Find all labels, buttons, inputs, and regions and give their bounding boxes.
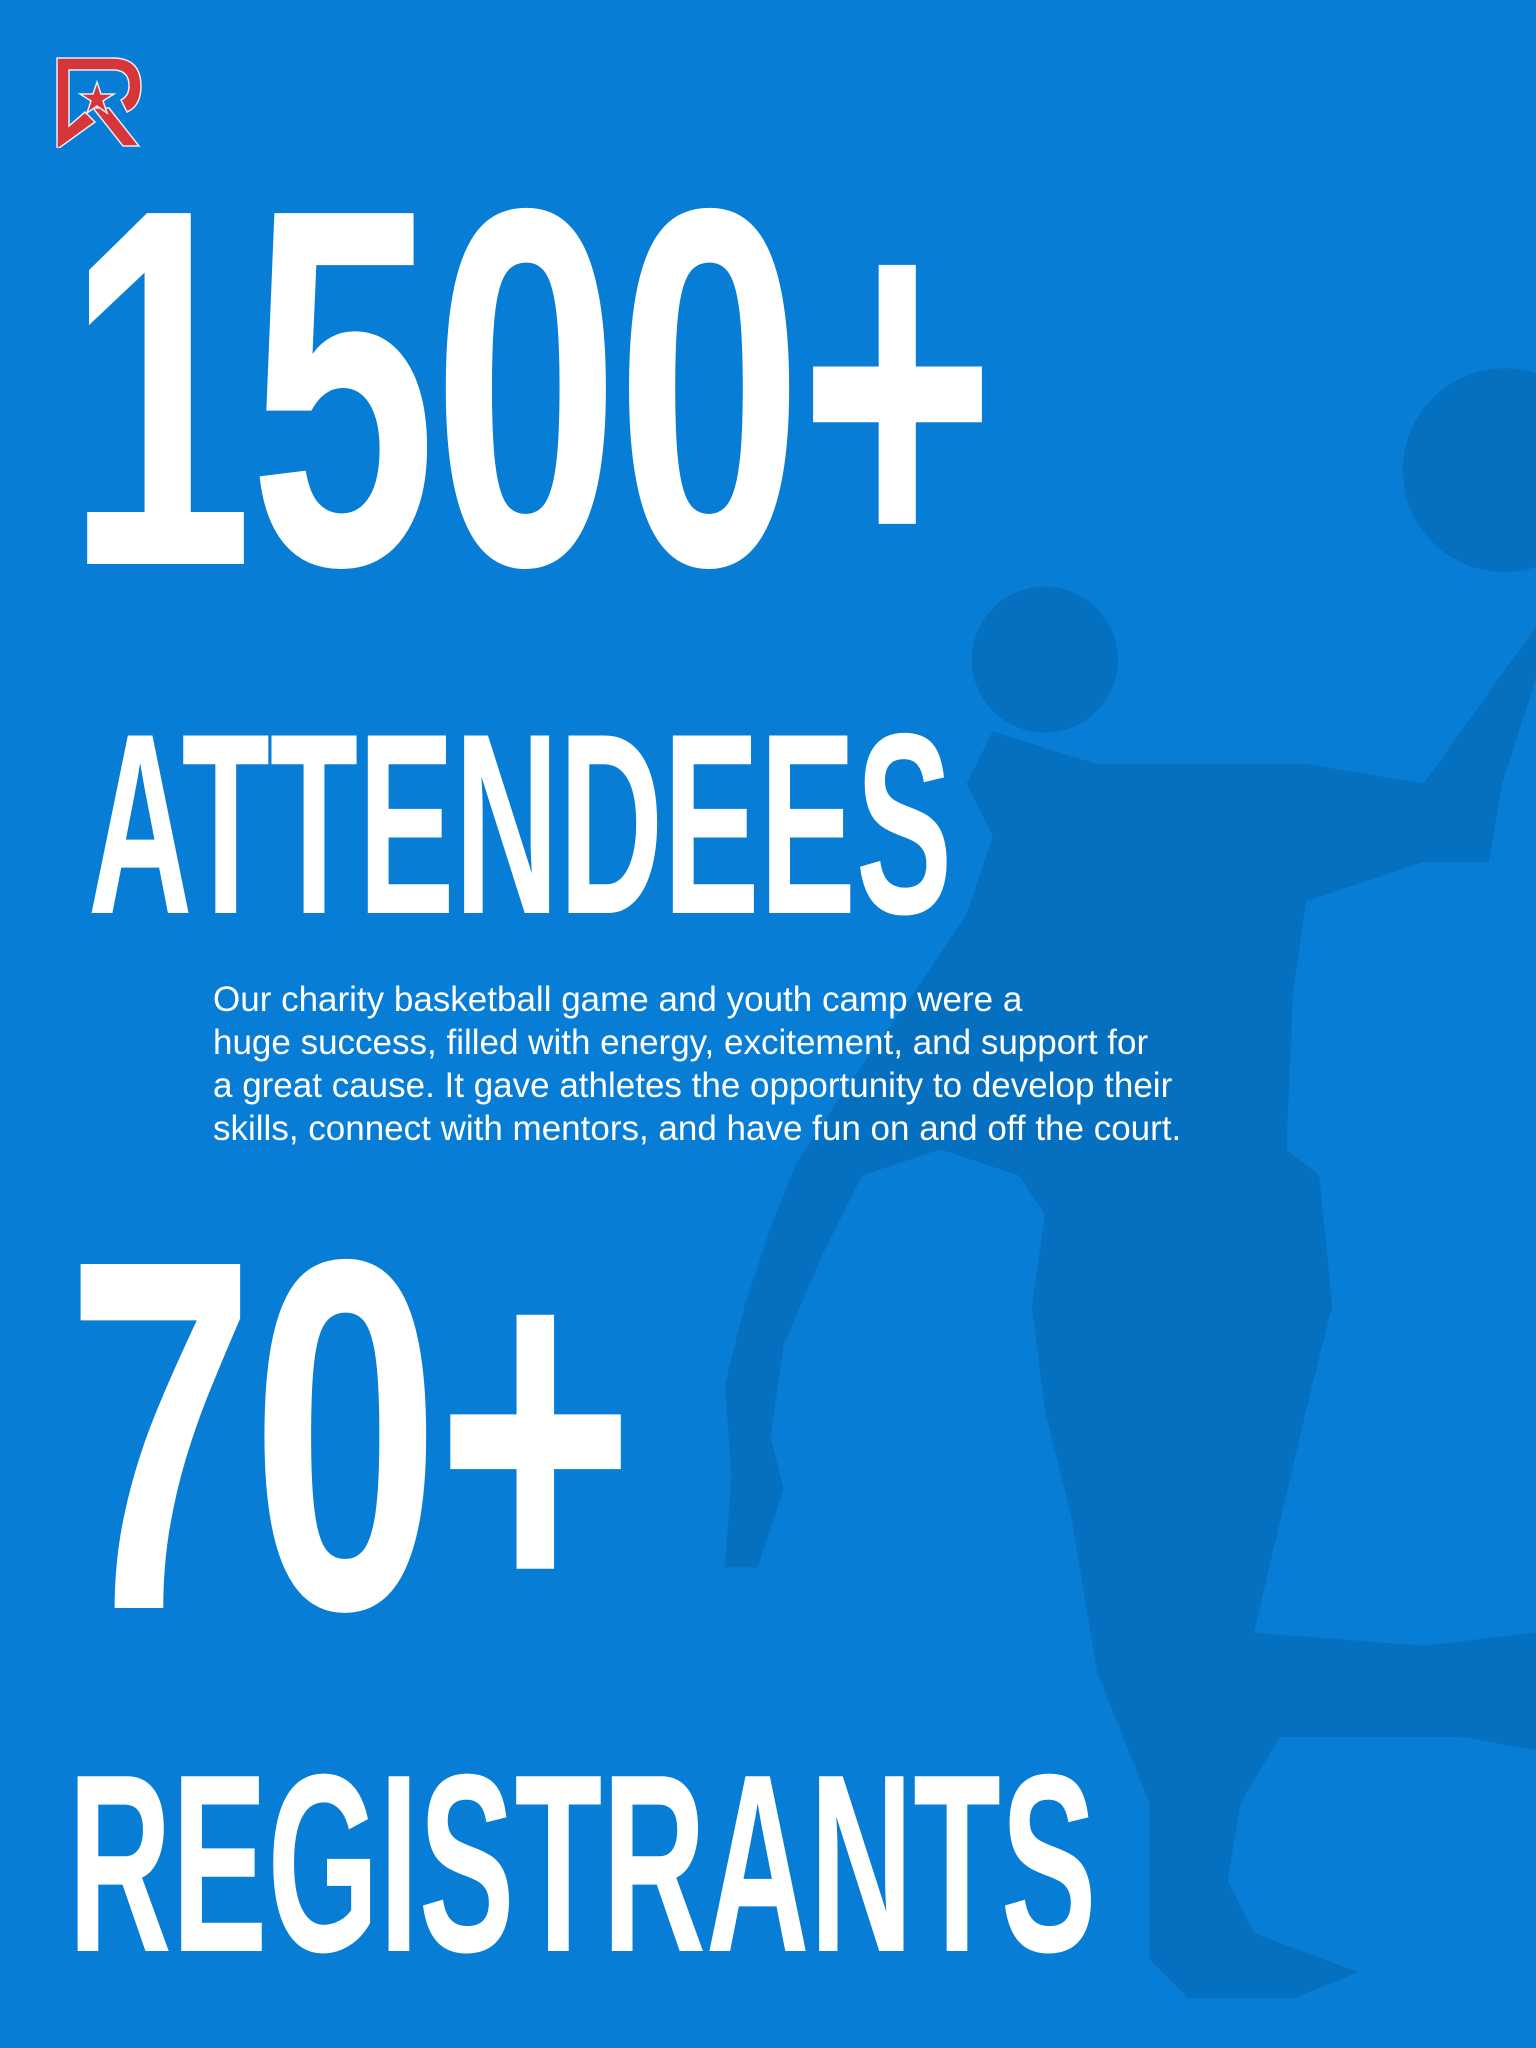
description-line: huge success, filled with energy, excite… [213, 1023, 1149, 1062]
player-head [971, 586, 1119, 733]
registrants-count: 70+ [66, 1155, 635, 1714]
attendees-label: ATTENDEES [88, 679, 953, 968]
basketball-icon [1402, 368, 1536, 573]
description-line: skills, connect with mentors, and have f… [213, 1109, 1182, 1148]
description-line: Our charity basketball game and youth ca… [213, 980, 1023, 1019]
description-line: a great cause. It gave athletes the oppo… [213, 1066, 1173, 1105]
attendees-count: 1500+ [66, 103, 996, 673]
r-star-logo [56, 57, 142, 148]
registrants-label: REGISTRANTS [68, 1721, 1097, 2005]
player-body [724, 626, 1536, 1999]
description-paragraph: Our charity basketball game and youth ca… [213, 978, 1181, 1150]
